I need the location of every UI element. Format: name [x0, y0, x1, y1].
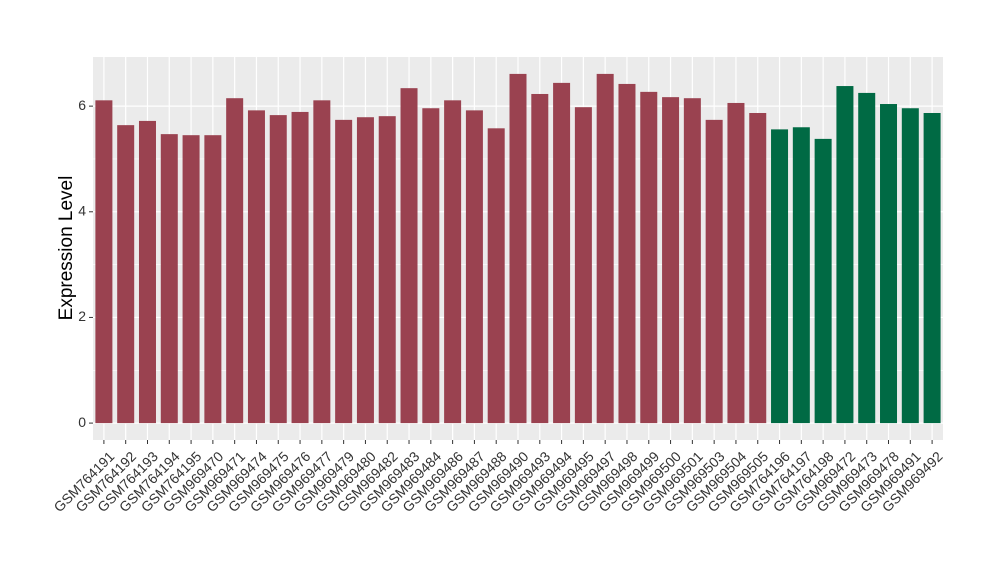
bar	[400, 88, 418, 424]
bar	[771, 129, 789, 424]
bar	[160, 134, 178, 424]
bar	[705, 119, 723, 424]
bar	[247, 110, 265, 424]
bar	[291, 111, 309, 424]
bar	[356, 117, 374, 424]
bar	[596, 73, 614, 424]
bar	[335, 119, 353, 424]
bar	[792, 127, 810, 424]
bar	[444, 100, 462, 424]
y-tick-label: 0	[78, 414, 86, 430]
bar	[182, 135, 200, 424]
bar	[640, 91, 658, 424]
y-tick-label: 4	[78, 202, 86, 218]
bar	[574, 107, 592, 424]
bar	[901, 108, 919, 424]
bar	[858, 92, 876, 424]
bar	[465, 110, 483, 424]
bar	[683, 98, 701, 424]
bar	[378, 116, 396, 424]
bar	[553, 82, 571, 424]
bar	[814, 138, 832, 424]
bar	[487, 128, 505, 424]
bar	[727, 102, 745, 424]
bar	[531, 93, 549, 424]
bar	[138, 120, 156, 424]
bar	[836, 86, 854, 424]
bar	[226, 98, 244, 424]
y-axis-label: Expression Level	[56, 176, 77, 321]
bar	[880, 104, 898, 424]
bar	[95, 100, 113, 424]
y-tick-label: 2	[78, 308, 86, 324]
bar	[749, 112, 767, 424]
bar	[313, 100, 331, 424]
bar	[269, 115, 287, 424]
bar	[117, 125, 135, 424]
bar	[618, 83, 636, 424]
bar	[422, 108, 440, 424]
bar	[509, 73, 527, 424]
bar	[923, 112, 941, 424]
y-tick-label: 6	[78, 97, 86, 113]
bar	[204, 135, 222, 424]
bar	[662, 97, 680, 424]
